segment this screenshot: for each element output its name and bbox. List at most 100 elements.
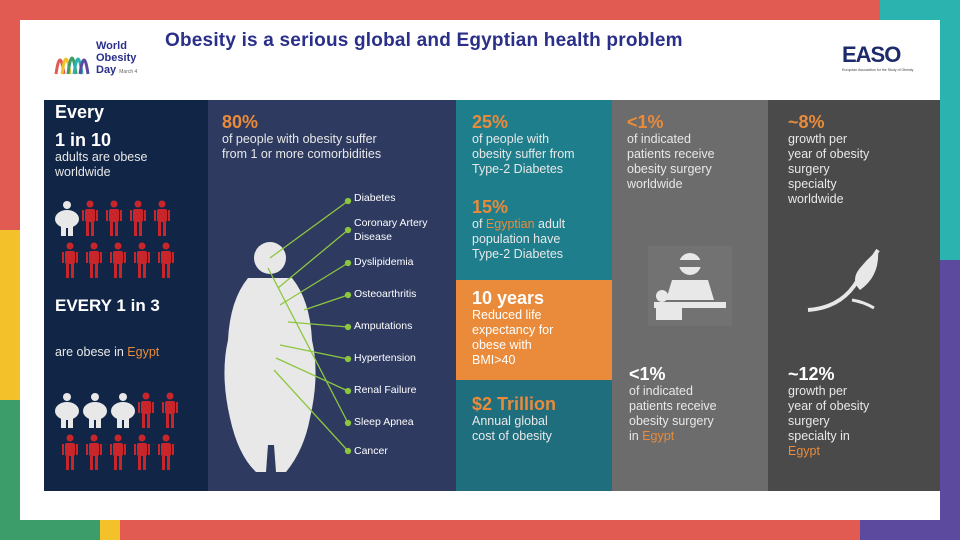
panel-prevalence: Every 1 in 10 adults are obese worldwide… (44, 100, 208, 491)
condition-renal-failure: Renal Failure (354, 384, 417, 396)
page-title: Obesity is a serious global and Egyptian… (165, 30, 683, 51)
diabetes-percent: 25% (472, 112, 509, 132)
cost-desc-line2: cost of obesity (472, 429, 552, 443)
growth-ww-line4: specialty (788, 177, 837, 191)
condition-coronary-disease: Disease (354, 231, 392, 243)
growth-eg-line3: surgery (788, 414, 830, 428)
person-icon (162, 392, 178, 428)
person-icon (106, 200, 122, 236)
egypt-diabetes-percent: 15% (472, 197, 509, 217)
diabetes-desc-line2: obesity suffer from (472, 147, 575, 161)
logo-line-obesity: Obesity (96, 52, 137, 64)
easo-logo-word: EASO (842, 42, 901, 67)
easo-logo-subtitle: European Association for the Study of Ob… (842, 68, 914, 72)
panel-specialty-growth: ~8% growth per year of obesity surgery s… (768, 100, 940, 491)
obese-person-icon (54, 200, 80, 236)
person-icon (110, 434, 126, 470)
panel-surgery-access: <1% of indicated patients receive obesit… (612, 100, 768, 491)
surgery-eg-egypt: Egypt (642, 429, 675, 443)
panel-cost: $2 Trillion Annual global cost of obesit… (456, 380, 612, 491)
person-icon (86, 242, 102, 278)
growth-percent-worldwide: ~8% (788, 112, 825, 132)
logo-line-day: Day (96, 64, 117, 76)
growth-eg-line2: year of obesity (788, 399, 870, 413)
every-1-in-3: EVERY 1 in 3 (55, 296, 160, 315)
growth-percent-egypt: ~12% (788, 364, 835, 384)
surgery-eg-in: in (629, 429, 643, 443)
egypt-diabetes-suffix: adult (534, 217, 566, 231)
years-desc-line1: Reduced life (472, 308, 542, 322)
years-label: 10 years (472, 288, 545, 308)
obese-person-icon (82, 392, 108, 428)
years-desc-line3: obese with (472, 338, 532, 352)
growth-ww-line2: year of obesity (788, 147, 870, 161)
growth-ww-line3: surgery (788, 162, 830, 176)
condition-coronary-artery: Coronary Artery (354, 217, 428, 229)
egypt-diabetes-prefix: of (472, 217, 486, 231)
growth-ww-line5: worldwide (788, 192, 844, 206)
surgery-percent-worldwide: <1% (627, 112, 664, 132)
person-icon (62, 434, 78, 470)
egypt-diabetes-orange: Egyptian (485, 217, 535, 231)
comorbidity-percent: 80% (222, 112, 259, 132)
surgery-ww-line2: patients receive (627, 147, 715, 161)
comorbidity-desc-line2: from 1 or more comorbidities (222, 147, 382, 161)
surgeon-icon (648, 246, 732, 326)
logo-date: March 4 (119, 69, 138, 75)
logo-line-world: World (96, 40, 127, 52)
person-icon (158, 242, 174, 278)
world-obesity-day-logo: World Obesity Day March 4 (52, 38, 162, 84)
panel-comorbidities: 80% of people with obesity suffer from 1… (208, 100, 456, 491)
every-label: Every (55, 102, 105, 122)
prevalence-desc-line2: worldwide (55, 165, 111, 179)
surgery-ww-line3: obesity surgery (627, 162, 712, 176)
person-icon (86, 434, 102, 470)
surgery-ww-line1: of indicated (627, 132, 691, 146)
condition-diabetes: Diabetes (354, 192, 396, 204)
prevalence-desc-line1: adults are obese (55, 150, 148, 164)
years-desc-line4: BMI>40 (472, 353, 516, 367)
egypt-diabetes-line3: Type-2 Diabetes (472, 247, 564, 261)
growth-eg-egypt: Egypt (788, 444, 820, 458)
cost-desc-line1: Annual global (472, 414, 548, 428)
person-icon (130, 200, 146, 236)
condition-cancer: Cancer (354, 445, 388, 457)
condition-osteoarthritis: Osteoarthritis (354, 288, 417, 300)
egypt-desc-word: Egypt (127, 345, 160, 359)
condition-sleep-apnea: Sleep Apnea (354, 416, 414, 428)
diabetes-desc-line1: of people with (472, 132, 550, 146)
condition-dyslipidemia: Dyslipidemia (354, 256, 414, 268)
growth-leaf-icon (807, 248, 880, 312)
person-icon (154, 200, 170, 236)
easo-logo: EASO European Association for the Study … (842, 42, 914, 78)
body-figure-with-lines (224, 197, 352, 472)
world-obesity-day-logo-icon (54, 56, 90, 75)
surgery-percent-egypt: <1% (629, 364, 666, 384)
person-icon (134, 434, 150, 470)
person-icon (134, 242, 150, 278)
diabetes-desc-line3: Type-2 Diabetes (472, 162, 564, 176)
person-icon (110, 242, 126, 278)
egypt-diabetes-line2: population have (472, 232, 561, 246)
growth-ww-line1: growth per (788, 132, 848, 146)
growth-eg-line4: specialty in (788, 429, 850, 443)
ratio-1-in-10: 1 in 10 (55, 130, 112, 150)
panel-diabetes-stats: 25% of people with obesity suffer from T… (456, 100, 612, 280)
surgery-eg-line1: of indicated (629, 384, 693, 398)
surgery-eg-line2: patients receive (629, 399, 717, 413)
condition-amputations: Amputations (354, 320, 413, 332)
growth-eg-line1: growth per (788, 384, 848, 398)
comorbidity-desc-line1: of people with obesity suffer (222, 132, 377, 146)
surgery-ww-line4: worldwide (627, 177, 683, 191)
cost-label: $2 Trillion (472, 394, 557, 414)
person-icon (82, 200, 98, 236)
surgery-eg-line3: obesity surgery (629, 414, 714, 428)
person-icon (138, 392, 154, 428)
egypt-desc-prefix: are obese in (55, 345, 128, 359)
obese-person-icon (54, 392, 80, 428)
condition-hypertension: Hypertension (354, 352, 416, 364)
person-icon (62, 242, 78, 278)
person-icon (158, 434, 174, 470)
obese-person-icon (110, 392, 136, 428)
panel-life-expectancy: 10 years Reduced life expectancy for obe… (456, 280, 612, 380)
